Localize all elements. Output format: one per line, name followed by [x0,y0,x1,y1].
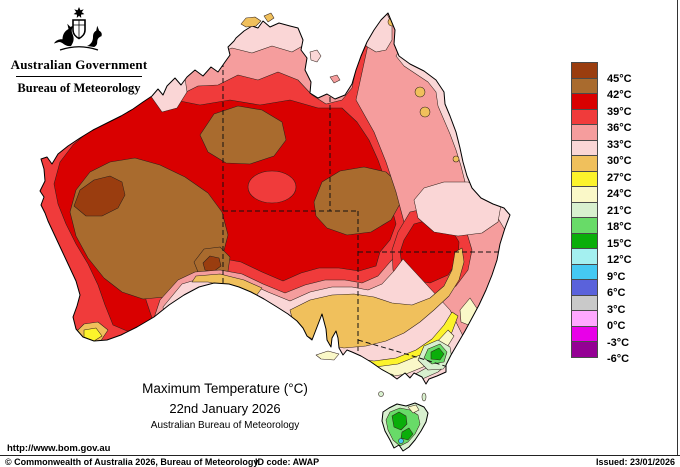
legend-label-21C: 21°C [607,204,632,217]
legend-swatch-9-12 [571,248,598,265]
map-title: Maximum Temperature (°C) [142,381,308,396]
legend-swatch-above-45 [571,62,598,79]
legend-label-33C: 33°C [607,138,632,151]
footer-strip: © Commonwealth of Australia 2026, Bureau… [0,456,680,467]
legend-swatch-21-24 [571,186,598,203]
legend-label-12C: 12°C [607,254,632,266]
legend-swatch-18-21 [571,201,598,218]
id-code-text: ID code: AWAP [255,457,320,467]
map-svg [39,12,511,452]
legend-swatch-3-6 [571,279,598,296]
header-branding: Australian Government Bureau of Meteorol… [4,2,154,96]
legend-label-36C: 36°C [607,122,632,134]
legend-label-45C: 45°C [607,72,632,85]
copyright-text: © Commonwealth of Australia 2026, Bureau… [5,457,259,467]
legend-label-9C: 9°C [607,270,626,283]
legend-label-27C: 27°C [607,171,632,184]
legend-label-42C: 42°C [607,89,632,101]
legend-swatch--3-0 [571,310,598,327]
issued-date-text: Issued: 23/01/2026 [595,457,675,467]
map-subtitle: Australian Bureau of Meteorology [150,420,300,431]
legend-label-0C: 0°C [607,320,626,332]
legend-swatch-below--6 [571,341,598,358]
legend-label-24C: 24°C [607,188,632,200]
map-title-block: Maximum Temperature (°C) 22nd January 20… [75,381,375,431]
map-date: 22nd January 2026 [169,401,281,416]
legend-swatch-0-3 [571,294,598,311]
legend-label-3C: 3°C [607,303,626,316]
legend-label-15C: 15°C [607,237,632,250]
legend-swatch-12-15 [571,232,598,249]
bom-url-text: http://www.bom.gov.au [7,443,111,454]
legend-swatch-42-45 [571,77,598,94]
footer-divider [0,455,680,456]
coat-of-arms-icon [54,7,102,51]
legend-swatch-27-30 [571,155,598,172]
header-divider [16,76,142,77]
australia-temperature-map [39,12,511,452]
legend-label--3C: -3°C [607,336,630,349]
islands [240,12,427,402]
legend-swatch-36-39 [571,108,598,125]
legend-swatch-30-33 [571,139,598,156]
legend-swatch-39-42 [571,93,598,110]
legend-swatch--6--3 [571,325,598,342]
legend-label-39C: 39°C [607,105,632,118]
page-right-border [677,0,678,455]
legend-swatch-24-27 [571,170,598,187]
legend-swatch-15-18 [571,217,598,234]
legend-swatch-33-36 [571,124,598,141]
state-borders [222,62,506,368]
legend-swatch-column [571,62,598,358]
legend-label--6C: -6°C [607,353,630,365]
tasmania [381,402,429,452]
legend-label-18C: 18°C [607,221,632,233]
org-name-line2: Bureau of Meteorology [17,81,141,95]
legend-label-30C: 30°C [607,155,632,167]
legend-label-6C: 6°C [607,287,626,299]
org-name-line1: Australian Government [10,57,148,72]
legend-swatch-6-9 [571,263,598,280]
